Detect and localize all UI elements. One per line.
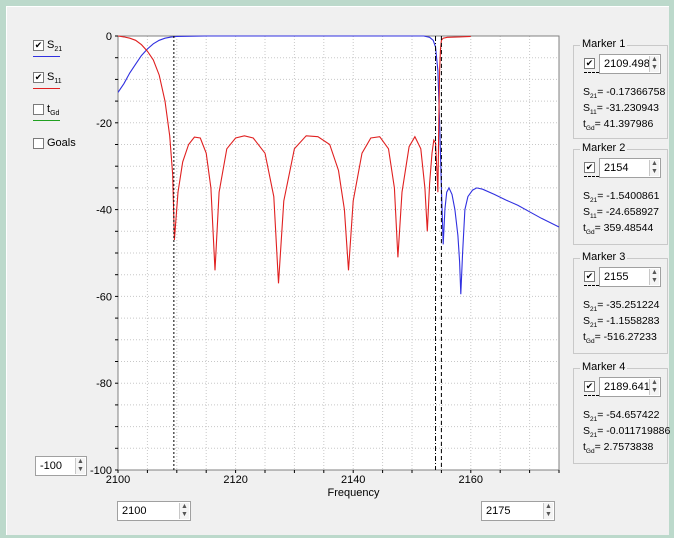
legend-swatch [33,56,60,57]
spin-arrows-icon[interactable]: ▲ ▼ [75,458,85,474]
x-tick-label: 2140 [341,474,365,486]
marker-readout: S11= -31.230943 [583,102,659,117]
x-tick-label: 2120 [223,474,247,486]
marker-title: Marker 1 [580,38,628,50]
series-line-s21 [118,35,559,295]
legend-checkbox[interactable]: ✔ [33,40,44,51]
marker-title: Marker 4 [580,361,628,373]
marker-readout: tGd= 41.397986 [583,118,654,133]
marker-readout: tGd= 359.48544 [583,222,654,237]
y-tick-label: 0 [106,31,112,43]
marker-enable-checkbox[interactable]: ✔ [584,381,595,392]
spin-arrows-icon[interactable]: ▲ ▼ [649,379,659,395]
spin-arrows-icon[interactable]: ▲ ▼ [543,503,553,519]
marker-readout: tGd= 2.7573838 [583,441,654,456]
xmin-spinner[interactable]: 2100 ▲ ▼ [117,501,191,521]
legend-label: S11 [47,71,62,86]
marker-group-1: Marker 1 ✔ 2109.4989 ▲ ▼ S21= -0.17366758 S11=… [573,38,668,139]
marker-title: Marker 3 [580,251,628,263]
marker-readout: S21= -54.657422 [583,409,660,424]
y-tick-label: -20 [96,118,112,130]
marker-readout: S11= -24.658927 [583,206,659,221]
marker-readout: S21= -0.17366758 [583,86,666,101]
marker-line-style [584,176,599,177]
marker-line-style [584,72,599,73]
marker-group-2: Marker 2 ✔ 2154 ▲ ▼ S21= -1.5400861 S11= -24.6… [573,142,668,245]
main-panel: ✔ S21 ✔ S11 tGd Goals -100 ▲ ▼ 2100 ▲ ▼ 2175 ▲ ▼… [6,6,671,535]
marker-frequency-value: 2189.6411 [604,381,656,393]
spin-arrows-icon[interactable]: ▲ ▼ [179,503,189,519]
ymin-value: -100 [40,460,63,472]
marker-title: Marker 2 [580,142,628,154]
spin-arrows-icon[interactable]: ▲ ▼ [649,160,659,176]
spin-arrows-icon[interactable]: ▲ ▼ [649,56,659,72]
ymin-spinner[interactable]: -100 ▲ ▼ [35,456,87,476]
marker-enable-checkbox[interactable]: ✔ [584,58,595,69]
xmax-spinner[interactable]: 2175 ▲ ▼ [481,501,555,521]
marker-frequency-value: 2154 [604,162,629,174]
y-tick-label: -60 [96,291,112,303]
xmax-value: 2175 [486,505,511,517]
legend-label: tGd [47,103,60,118]
marker-group-3: Marker 3 ✔ 2155 ▲ ▼ S21= -35.251224 S21= -1.15… [573,251,668,354]
marker-frequency-spinner[interactable]: 2109.4989 ▲ ▼ [599,54,661,74]
marker-enable-checkbox[interactable]: ✔ [584,271,595,282]
marker-readout: S21= -35.251224 [583,299,660,314]
marker-line-style [584,395,599,396]
series-line-s11 [118,35,471,284]
plot-area [118,36,559,470]
marker-frequency-value: 2109.4989 [604,58,656,70]
marker-line-style [584,285,599,286]
legend-checkbox[interactable] [33,138,44,149]
legend-checkbox[interactable]: ✔ [33,72,44,83]
marker-enable-checkbox[interactable]: ✔ [584,162,595,173]
marker-readout: S21= -0.011719886 [583,425,671,440]
marker-frequency-spinner[interactable]: 2189.6411 ▲ ▼ [599,377,661,397]
marker-frequency-value: 2155 [604,271,629,283]
legend-swatch [33,120,60,121]
legend-label: S21 [47,39,63,54]
y-tick-label: -100 [90,465,112,477]
legend-label: Goals [47,137,76,149]
x-axis-label: Frequency [328,487,380,499]
marker-readout: S21= -1.1558283 [583,315,660,330]
spin-arrows-icon[interactable]: ▲ ▼ [649,269,659,285]
marker-readout: S21= -1.5400861 [583,190,660,205]
marker-group-4: Marker 4 ✔ 2189.6411 ▲ ▼ S21= -54.657422 S21= … [573,361,671,464]
marker-readout: tGd= -516.27233 [583,331,657,346]
y-tick-label: -80 [96,378,112,390]
x-tick-label: 2100 [106,474,130,486]
legend-swatch [33,88,60,89]
marker-frequency-spinner[interactable]: 2154 ▲ ▼ [599,158,661,178]
marker-frequency-spinner[interactable]: 2155 ▲ ▼ [599,267,661,287]
legend-checkbox[interactable] [33,104,44,115]
xmin-value: 2100 [122,505,147,517]
y-tick-label: -40 [96,205,112,217]
x-tick-label: 2160 [459,474,483,486]
